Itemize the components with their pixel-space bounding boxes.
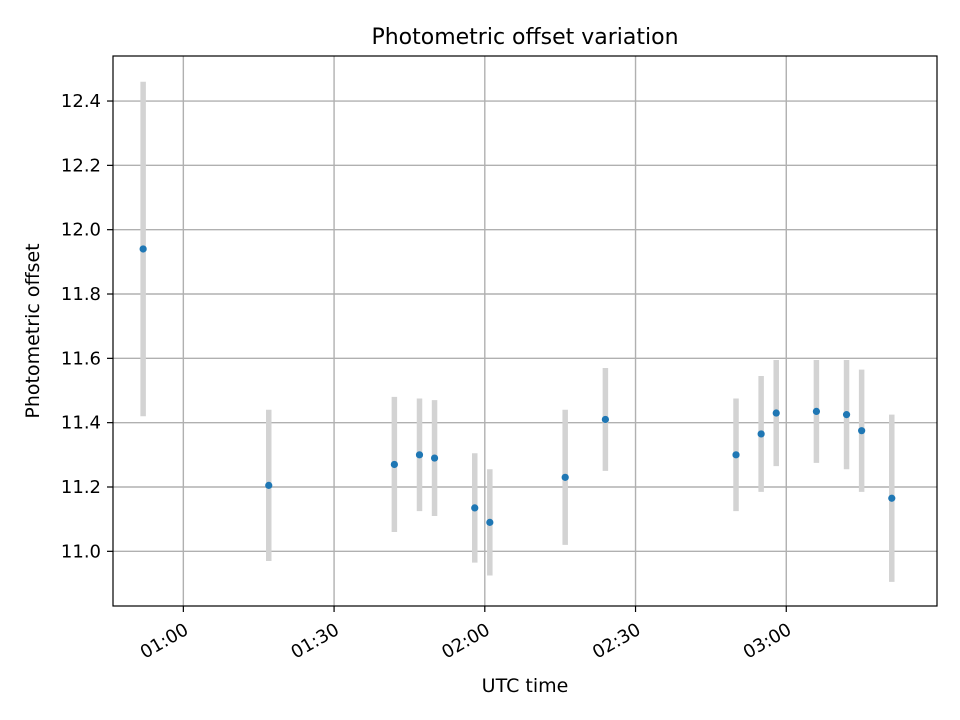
data-point [757, 430, 765, 438]
data-point [471, 504, 479, 512]
y-tick-label: 11.8 [61, 284, 101, 305]
data-point [772, 409, 780, 417]
data-point [842, 411, 851, 419]
x-tick-label: 02:30 [589, 619, 644, 663]
x-axis-label: UTC time [482, 675, 569, 697]
grid-layer [113, 56, 937, 606]
x-tick-label: 01:30 [288, 619, 343, 663]
y-tick-label: 11.4 [61, 413, 101, 434]
y-tick-label: 12.0 [61, 220, 101, 241]
data-point [139, 245, 147, 253]
data-point [430, 454, 439, 462]
y-tick-label: 11.6 [61, 348, 101, 369]
y-tick-label: 11.2 [61, 477, 101, 498]
y-tick-label: 11.0 [61, 541, 101, 562]
y-tick-label: 12.4 [61, 91, 101, 112]
chart-title: Photometric offset variation [371, 25, 678, 50]
x-tick-label: 02:00 [438, 619, 493, 663]
data-point [888, 494, 896, 502]
data-point [486, 518, 494, 526]
plot-frame [112, 55, 938, 607]
errorbar-layer [140, 81, 895, 582]
y-axis-label: Photometric offset [22, 243, 44, 418]
data-point [601, 415, 609, 424]
x-tick-label: 01:00 [137, 619, 192, 663]
data-point [390, 460, 398, 469]
data-point [265, 481, 273, 489]
point-layer [139, 245, 896, 526]
data-point [812, 407, 821, 416]
data-point [415, 451, 424, 459]
data-point [561, 473, 569, 481]
y-tick-label: 12.2 [61, 155, 101, 176]
x-tick-label: 03:00 [740, 619, 795, 663]
data-point [732, 451, 740, 459]
tick-layer: 01:00 01:30 02:00 02:30 03:00 11.0 11.2 11.4 11.… [61, 91, 795, 663]
data-point [858, 427, 866, 435]
